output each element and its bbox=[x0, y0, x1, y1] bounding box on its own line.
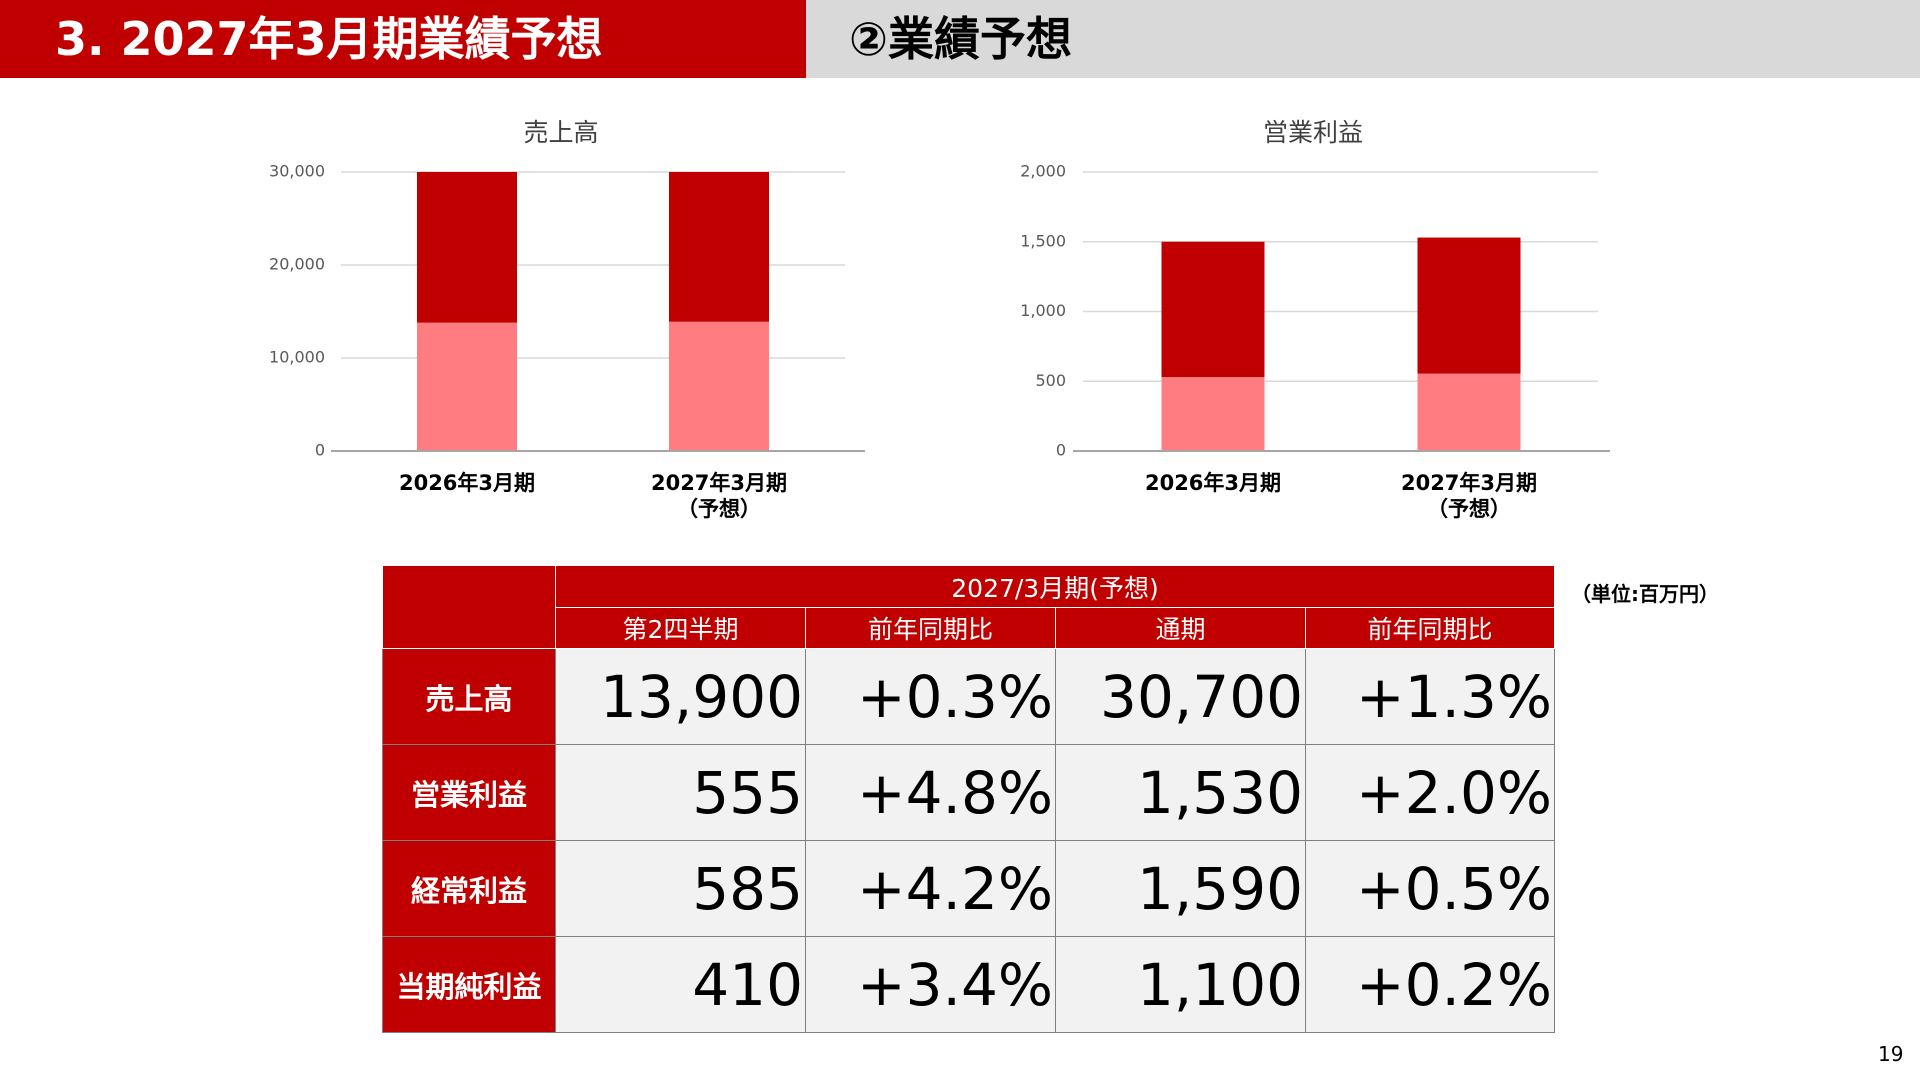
table-cell: 555 bbox=[555, 744, 806, 841]
row-label: 当期純利益 bbox=[382, 936, 556, 1033]
corner bbox=[382, 565, 556, 649]
y-tick-label: 0 bbox=[1056, 441, 1066, 460]
table-row: 当期純利益 410 +3.4% 1,100 +0.2% bbox=[382, 936, 1555, 1033]
header-band bbox=[806, 0, 1920, 78]
row-label: 売上高 bbox=[382, 648, 556, 745]
table-cell: +0.3% bbox=[805, 648, 1056, 745]
y-tick-label: 10,000 bbox=[269, 348, 325, 367]
table-cell: 1,590 bbox=[1055, 840, 1306, 937]
column-header: 前年同期比 bbox=[1305, 607, 1555, 649]
y-tick-label: 30,000 bbox=[269, 162, 325, 181]
x-tick-label: 2027年3月期 （予想） bbox=[650, 471, 788, 521]
table-cell: 410 bbox=[555, 936, 806, 1033]
x-tick-label: 2027年3月期 （予想） bbox=[1400, 471, 1538, 521]
chart-title: 営業利益 bbox=[1262, 118, 1363, 147]
table-row: 売上高 13,900 +0.3% 30,700 +1.3% bbox=[382, 648, 1555, 745]
column-header: 通期 bbox=[1055, 607, 1306, 649]
table-cell: +4.2% bbox=[805, 840, 1056, 937]
table-row: 営業利益 555 +4.8% 1,530 +2.0% bbox=[382, 744, 1555, 841]
bar-segment bbox=[669, 172, 769, 322]
bar-segment bbox=[417, 322, 517, 451]
bar-segment bbox=[1161, 377, 1265, 451]
y-tick-label: 0 bbox=[315, 441, 325, 460]
chart-title: 売上高 bbox=[523, 118, 599, 147]
slide-title: ②業績予想 bbox=[849, 12, 1072, 66]
y-tick-label: 2,000 bbox=[1020, 162, 1066, 181]
bar-segment bbox=[669, 321, 769, 451]
header-band bbox=[0, 0, 806, 78]
table-cell: +3.4% bbox=[805, 936, 1056, 1033]
y-tick-label: 1,500 bbox=[1020, 231, 1066, 250]
bar-segment bbox=[1161, 241, 1265, 378]
column-header: 第2四半期 bbox=[555, 607, 806, 649]
y-tick-label: 20,000 bbox=[269, 255, 325, 274]
y-tick-label: 500 bbox=[1035, 371, 1066, 390]
column-header: 前年同期比 bbox=[805, 607, 1056, 649]
x-tick-label: 2026年3月期 bbox=[398, 471, 536, 495]
unit-note: （単位:百万円） bbox=[1571, 582, 1719, 606]
row-label: 営業利益 bbox=[382, 744, 556, 841]
forecast-table: 2027/3月期(予想) 第2四半期 前年同期比 通期 前年同期比 売上高 13,900… bbox=[382, 565, 1555, 1033]
page-number: 19 bbox=[1878, 1042, 1904, 1066]
table-cell: +2.0% bbox=[1305, 744, 1555, 841]
table-cell: +0.2% bbox=[1305, 936, 1555, 1033]
table-cell: 13,900 bbox=[555, 648, 806, 745]
bar-segment bbox=[1417, 237, 1521, 374]
table-cell: +4.8% bbox=[805, 744, 1056, 841]
row-label: 経常利益 bbox=[382, 840, 556, 937]
bar-segment bbox=[1417, 373, 1521, 451]
table-cell: 585 bbox=[555, 840, 806, 937]
table-cell: 30,700 bbox=[1055, 648, 1306, 745]
table-cell: 1,530 bbox=[1055, 744, 1306, 841]
y-tick-label: 1,000 bbox=[1020, 301, 1066, 320]
x-tick-label: 2026年3月期 bbox=[1144, 471, 1282, 495]
table-cell: +1.3% bbox=[1305, 648, 1555, 745]
section-title: 3. 2027年3月期業績予想 bbox=[55, 12, 603, 66]
group-header: 2027/3月期(予想) bbox=[555, 565, 1555, 608]
table-cell: 1,100 bbox=[1055, 936, 1306, 1033]
bar-segment bbox=[417, 172, 517, 323]
table-row: 経常利益 585 +4.2% 1,590 +0.5% bbox=[382, 840, 1555, 937]
table-cell: +0.5% bbox=[1305, 840, 1555, 937]
